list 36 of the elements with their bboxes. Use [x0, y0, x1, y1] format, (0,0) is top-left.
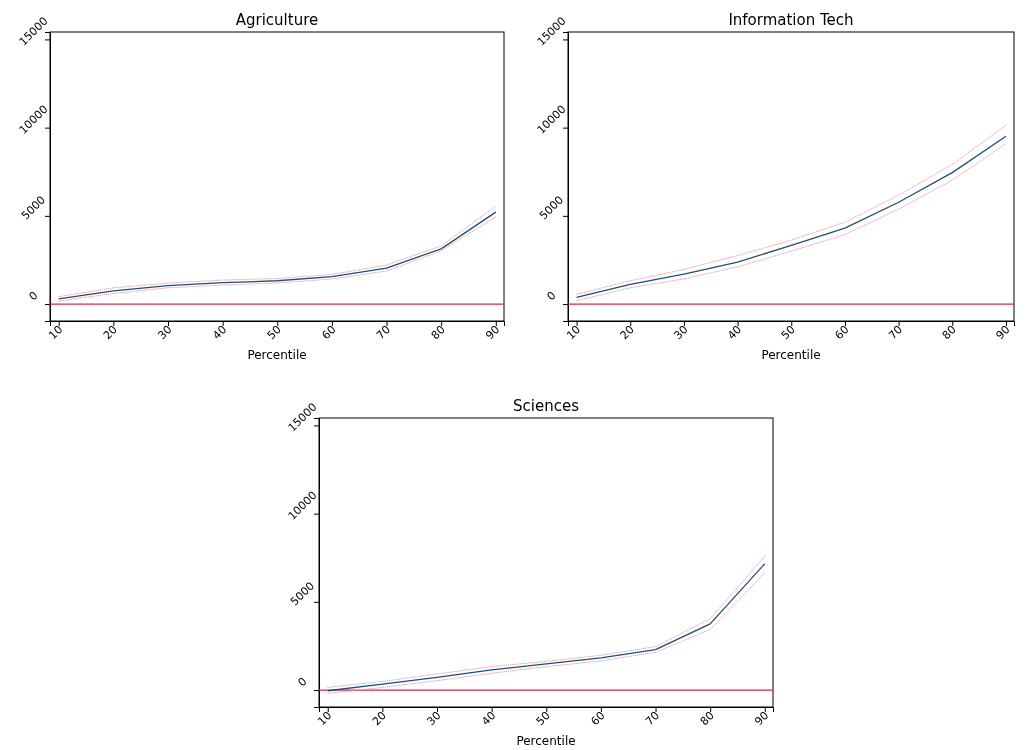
x-tick-label: 50 [264, 322, 284, 343]
x-tick-label: 40 [479, 708, 499, 729]
x-tick-label: 20 [369, 708, 389, 729]
x-tick-label: 90 [752, 708, 772, 729]
x-tick-label: 70 [374, 322, 394, 343]
chart-title: Information Tech [728, 11, 854, 29]
x-tick-label: 70 [643, 708, 663, 729]
x-tick-label: 80 [697, 708, 717, 729]
chart-title: Sciences [513, 397, 580, 415]
x-tick-label: 20 [100, 322, 120, 343]
x-tick-label: 10 [315, 708, 335, 729]
y-tick-label: 0 [295, 675, 310, 690]
x-tick-label: 70 [886, 322, 906, 343]
x-axis-title: Percentile [516, 734, 576, 748]
x-tick-label: 90 [483, 322, 503, 343]
y-tick-label: 0 [26, 289, 41, 304]
x-tick-label: 30 [424, 708, 444, 729]
y-tick-label: 0 [544, 289, 559, 304]
x-axis-title: Percentile [247, 348, 307, 362]
x-tick-label: 20 [617, 322, 637, 343]
x-tick-label: 50 [778, 322, 798, 343]
x-tick-label: 40 [210, 322, 230, 343]
x-tick-label: 30 [155, 322, 175, 343]
x-tick-label: 10 [46, 322, 66, 343]
x-tick-label: 10 [564, 322, 584, 343]
x-tick-label: 60 [319, 322, 339, 343]
x-tick-label: 60 [588, 708, 608, 729]
x-tick-label: 50 [533, 708, 553, 729]
x-tick-label: 80 [939, 322, 959, 343]
x-tick-label: 30 [671, 322, 691, 343]
chart-title: Agriculture [235, 11, 319, 29]
x-axis-title: Percentile [761, 348, 821, 362]
x-tick-label: 60 [832, 322, 852, 343]
x-tick-label: 90 [993, 322, 1013, 343]
x-tick-label: 80 [428, 322, 448, 343]
x-tick-label: 40 [725, 322, 745, 343]
